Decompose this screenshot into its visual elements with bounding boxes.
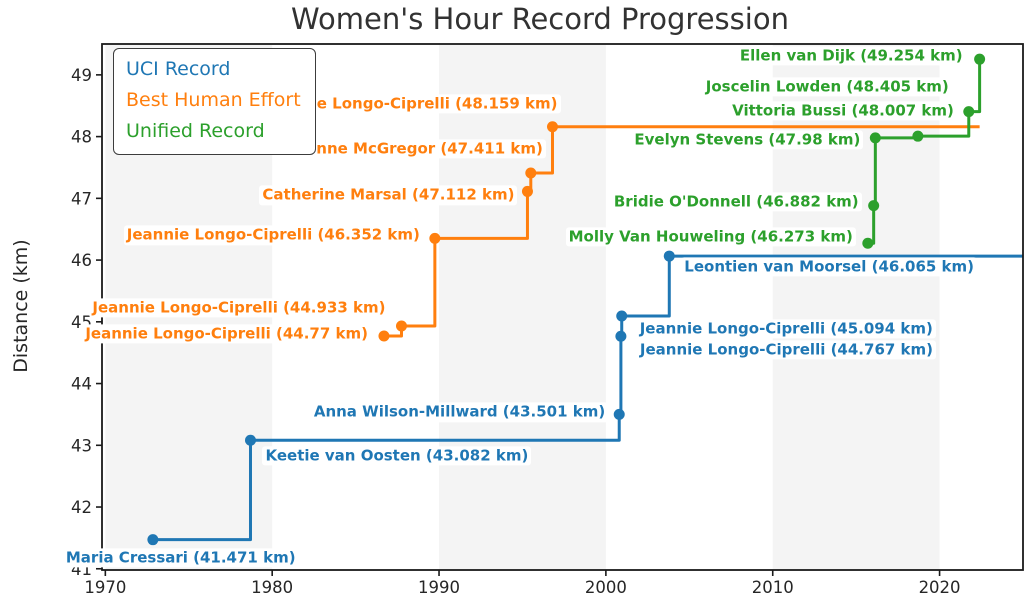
- decade-band: [439, 44, 606, 570]
- data-point-dot: [912, 130, 924, 142]
- y-tick-label: 44: [71, 375, 92, 394]
- data-point-dot: [546, 121, 558, 133]
- y-tick-label: 48: [71, 128, 92, 147]
- data-point-dot: [616, 310, 628, 322]
- data-point-dot: [868, 200, 880, 212]
- data-point-dot: [663, 250, 675, 262]
- x-tick-label: 1990: [418, 578, 460, 597]
- data-point-dot: [395, 320, 407, 332]
- x-tick-label: 1970: [84, 578, 126, 597]
- data-point-dot: [521, 185, 533, 197]
- y-tick-label: 46: [71, 251, 92, 270]
- y-tick-label: 41: [71, 560, 92, 579]
- y-tick-label: 43: [71, 436, 92, 455]
- legend-item-unified-record: Unified Record: [126, 120, 265, 142]
- x-tick-label: 1980: [251, 578, 293, 597]
- y-tick-label: 49: [71, 66, 92, 85]
- x-tick-label: 2000: [585, 578, 627, 597]
- data-point-dot: [244, 434, 256, 446]
- y-tick-label: 42: [71, 498, 92, 517]
- decade-band: [772, 44, 940, 570]
- y-tick-label: 45: [71, 313, 92, 332]
- legend: UCI Record Best Human Effort Unified Rec…: [113, 48, 316, 155]
- data-point-dot: [869, 132, 881, 144]
- step-line-uci-record: [152, 254, 1023, 542]
- data-point-dot: [147, 534, 159, 546]
- y-axis-label: Distance (km): [10, 239, 32, 373]
- data-point-dot: [974, 53, 986, 65]
- data-point-dot: [429, 232, 441, 244]
- x-tick-label: 2010: [752, 578, 794, 597]
- data-point-dot: [378, 330, 390, 342]
- y-tick-label: 47: [71, 189, 92, 208]
- legend-item-uci-record: UCI Record: [126, 58, 231, 80]
- data-point-dot: [862, 237, 874, 249]
- chart-title: Women's Hour Record Progression: [291, 2, 789, 36]
- data-point-dot: [613, 408, 625, 420]
- data-point-dot: [615, 330, 627, 342]
- data-point-dot: [963, 106, 975, 118]
- legend-item-best-human-effort: Best Human Effort: [126, 89, 301, 111]
- data-point-dot: [525, 167, 537, 179]
- x-tick-label: 2020: [919, 578, 961, 597]
